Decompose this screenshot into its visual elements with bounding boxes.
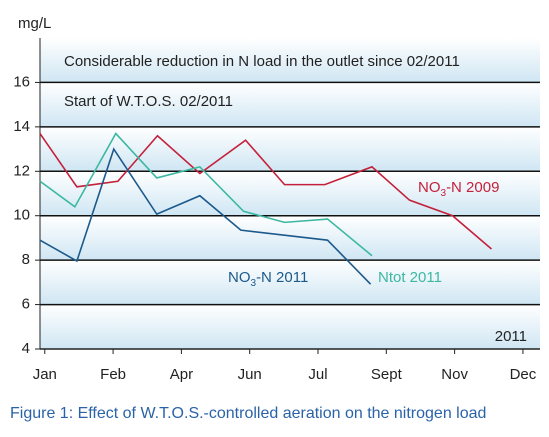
x-tick-label: Nov bbox=[441, 366, 468, 383]
x-tick-label: Apr bbox=[170, 366, 193, 383]
plot-band bbox=[40, 304, 540, 349]
y-tick-label: 12 bbox=[13, 162, 30, 179]
annotation: Considerable reduction in N load in the … bbox=[64, 53, 460, 70]
plot-band bbox=[40, 171, 540, 216]
y-axis-label: mg/L bbox=[18, 15, 51, 32]
annotation: Start of W.T.O.S. 02/2011 bbox=[64, 93, 233, 110]
plot-band bbox=[40, 82, 540, 127]
y-tick-label: 16 bbox=[13, 73, 30, 90]
y-tick-label: 10 bbox=[13, 207, 30, 224]
x-tick-label: Feb bbox=[100, 366, 126, 383]
x-tick-label: Dec bbox=[510, 366, 537, 383]
x-tick-label: Jun bbox=[238, 366, 262, 383]
y-tick-label: 8 bbox=[22, 251, 30, 268]
y-tick-label: 14 bbox=[13, 118, 30, 135]
series-line bbox=[39, 147, 372, 285]
series-label: Ntot 2011 bbox=[378, 269, 442, 286]
plot-band bbox=[40, 215, 540, 261]
annotation: 2011 bbox=[495, 328, 527, 345]
series-line bbox=[39, 133, 493, 250]
y-tick-label: 4 bbox=[22, 340, 30, 357]
caption: Figure 1: Effect of W.T.O.S.-controlled … bbox=[10, 405, 486, 422]
series-label: NO3-N 2011 bbox=[228, 269, 308, 289]
series-label: NO3-N 2009 bbox=[418, 179, 499, 199]
x-tick-label: Sept bbox=[371, 366, 403, 383]
plot-band bbox=[40, 38, 540, 83]
x-tick-label: Jan bbox=[33, 366, 57, 383]
plot-band bbox=[40, 260, 540, 305]
series-line bbox=[39, 132, 373, 257]
x-tick-label: Jul bbox=[308, 366, 327, 383]
y-tick-label: 6 bbox=[22, 296, 30, 313]
